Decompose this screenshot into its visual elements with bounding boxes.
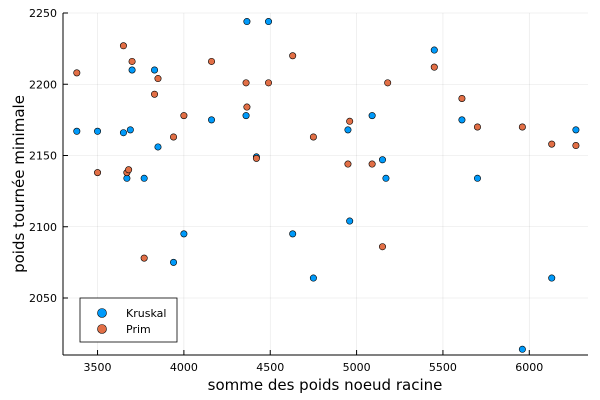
point-prim: [119, 42, 127, 50]
point-prim: [346, 117, 354, 125]
point-kruskal: [346, 217, 354, 225]
legend-label-prim: Prim: [126, 323, 151, 336]
point-kruskal: [458, 116, 466, 124]
point-prim: [252, 154, 260, 162]
point-prim: [154, 75, 162, 83]
point-prim: [572, 142, 580, 150]
x-tick-label: 5000: [343, 361, 371, 374]
point-kruskal: [289, 230, 297, 238]
point-prim: [151, 90, 159, 98]
point-prim: [344, 160, 352, 168]
legend-marker-kruskal: [97, 308, 107, 318]
point-prim: [548, 140, 556, 148]
point-prim: [170, 133, 178, 141]
point-kruskal: [128, 66, 136, 74]
point-prim: [140, 254, 148, 262]
point-kruskal: [344, 126, 352, 134]
point-prim: [458, 95, 466, 103]
legend-label-kruskal: Kruskal: [126, 307, 166, 320]
point-kruskal: [548, 274, 556, 282]
point-prim: [518, 123, 526, 131]
x-tick-label: 4500: [256, 361, 284, 374]
point-prim: [208, 57, 216, 65]
x-tick-label: 4000: [170, 361, 198, 374]
y-tick-label: 2050: [29, 292, 57, 305]
point-kruskal: [140, 174, 148, 182]
point-kruskal: [154, 143, 162, 151]
point-kruskal: [265, 18, 273, 26]
point-prim: [125, 166, 133, 174]
point-prim: [473, 123, 481, 131]
point-kruskal: [119, 129, 127, 137]
point-kruskal: [243, 18, 251, 26]
ticks: 3500 4000 4500 5000 5500 6000 2050 2100 2150 2200…: [29, 7, 543, 374]
legend-marker-prim: [97, 324, 107, 334]
y-axis-title: poids tournée minimale: [10, 95, 28, 273]
point-prim: [243, 103, 251, 111]
x-axis-title: somme des poids noeud racine: [208, 376, 443, 394]
point-prim: [242, 79, 250, 87]
point-prim: [368, 160, 376, 168]
point-kruskal: [430, 46, 438, 54]
point-prim: [309, 133, 317, 141]
point-kruskal: [368, 112, 376, 120]
y-tick-label: 2200: [29, 78, 57, 91]
point-kruskal: [208, 116, 216, 124]
point-prim: [73, 69, 81, 77]
point-kruskal: [309, 274, 317, 282]
point-prim: [180, 112, 188, 120]
point-kruskal: [242, 112, 250, 120]
point-kruskal: [572, 126, 580, 134]
point-prim: [265, 79, 273, 87]
x-tick-label: 6000: [515, 361, 543, 374]
point-kruskal: [518, 345, 526, 353]
y-tick-label: 2250: [29, 7, 57, 20]
point-kruskal: [73, 127, 81, 135]
point-kruskal: [170, 258, 178, 266]
point-kruskal: [180, 230, 188, 238]
point-kruskal: [473, 174, 481, 182]
point-prim: [289, 52, 297, 60]
point-kruskal: [382, 174, 390, 182]
legend: Kruskal Prim: [79, 297, 178, 343]
point-prim: [384, 79, 392, 87]
x-tick-label: 5500: [429, 361, 457, 374]
data-points: [73, 18, 580, 353]
point-prim: [94, 169, 102, 177]
legend-box: [79, 297, 178, 343]
point-kruskal: [151, 66, 159, 74]
y-tick-label: 2150: [29, 150, 57, 163]
point-kruskal: [94, 127, 102, 135]
y-tick-label: 2100: [29, 221, 57, 234]
point-prim: [128, 57, 136, 65]
point-prim: [378, 243, 386, 251]
point-prim: [430, 63, 438, 71]
point-kruskal: [126, 126, 134, 134]
x-tick-label: 3500: [84, 361, 112, 374]
point-kruskal: [378, 156, 386, 164]
